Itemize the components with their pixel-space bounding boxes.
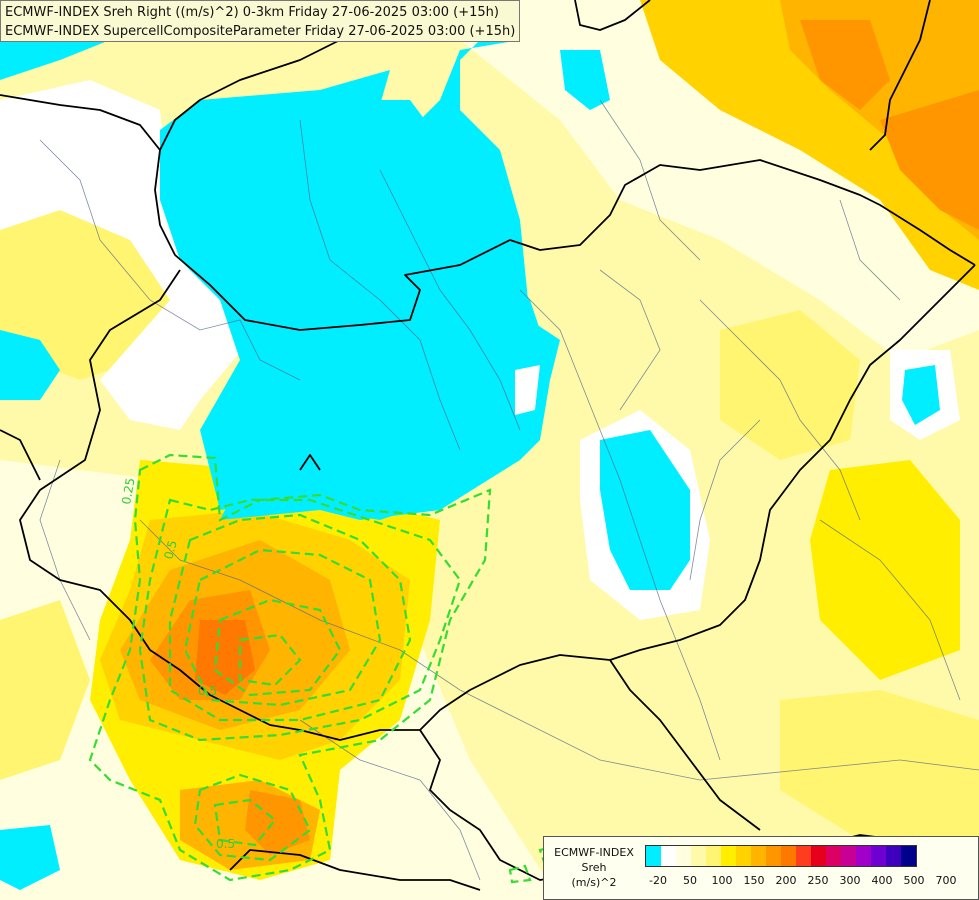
map-title-box: ECMWF-INDEX Sreh Right ((m/s)^2) 0-3km F… <box>0 0 520 42</box>
legend-swatch <box>841 846 856 866</box>
legend-tick-label: 150 <box>743 874 765 887</box>
title-line-2: ECMWF-INDEX SupercellCompositeParameter … <box>5 24 516 39</box>
legend-tick-label: 300 <box>839 874 861 887</box>
legend-tick-label: 700 <box>935 874 957 887</box>
legend-swatch <box>886 846 901 866</box>
legend-swatch <box>721 846 736 866</box>
legend-swatch <box>796 846 811 866</box>
contour-label: 0.25 <box>119 477 137 506</box>
legend-label-line-1: ECMWF-INDEX <box>554 846 634 859</box>
title-line-1: ECMWF-INDEX Sreh Right ((m/s)^2) 0-3km F… <box>5 5 499 20</box>
legend-tick-label: 500 <box>903 874 925 887</box>
legend-tick-label: 200 <box>775 874 797 887</box>
legend-swatch <box>781 846 796 866</box>
rivers <box>39 99 979 881</box>
legend-swatch <box>856 846 871 866</box>
scp-contours <box>88 453 567 884</box>
legend-swatch <box>706 846 721 866</box>
contour-label: 0.5 <box>216 837 235 851</box>
legend-color-bar <box>645 845 917 867</box>
contour-label: 0.5 <box>198 684 217 698</box>
legend-swatch <box>736 846 751 866</box>
legend-tick-label: -20 <box>649 874 667 887</box>
legend-ticks: -20 50 100 150 200 250 300 400 500 700 <box>640 874 979 888</box>
legend-tick-label: 400 <box>871 874 893 887</box>
contour-label: 0.5 <box>161 539 179 561</box>
legend-tick-label: 250 <box>807 874 829 887</box>
legend-label-line-3: (m/s)^2 <box>571 876 617 889</box>
legend-swatch <box>811 846 826 866</box>
legend-swatch <box>676 846 691 866</box>
legend-swatch <box>646 846 661 866</box>
contour-labels: 0.25 0.5 0.5 0.5 <box>119 477 235 851</box>
legend-label: ECMWF-INDEX Sreh (m/s)^2 <box>548 845 640 890</box>
legend-swatch <box>901 846 916 866</box>
legend-label-line-2: Sreh <box>581 861 607 874</box>
legend-swatch <box>751 846 766 866</box>
legend-swatch <box>871 846 886 866</box>
legend-swatch <box>691 846 706 866</box>
legend-swatch <box>826 846 841 866</box>
legend-swatch <box>766 846 781 866</box>
legend-tick-label: 50 <box>683 874 697 887</box>
legend-swatch <box>661 846 676 866</box>
color-legend: ECMWF-INDEX Sreh (m/s)^2 -20 50 100 150 200 2… <box>543 836 979 900</box>
legend-tick-label: 100 <box>711 874 733 887</box>
